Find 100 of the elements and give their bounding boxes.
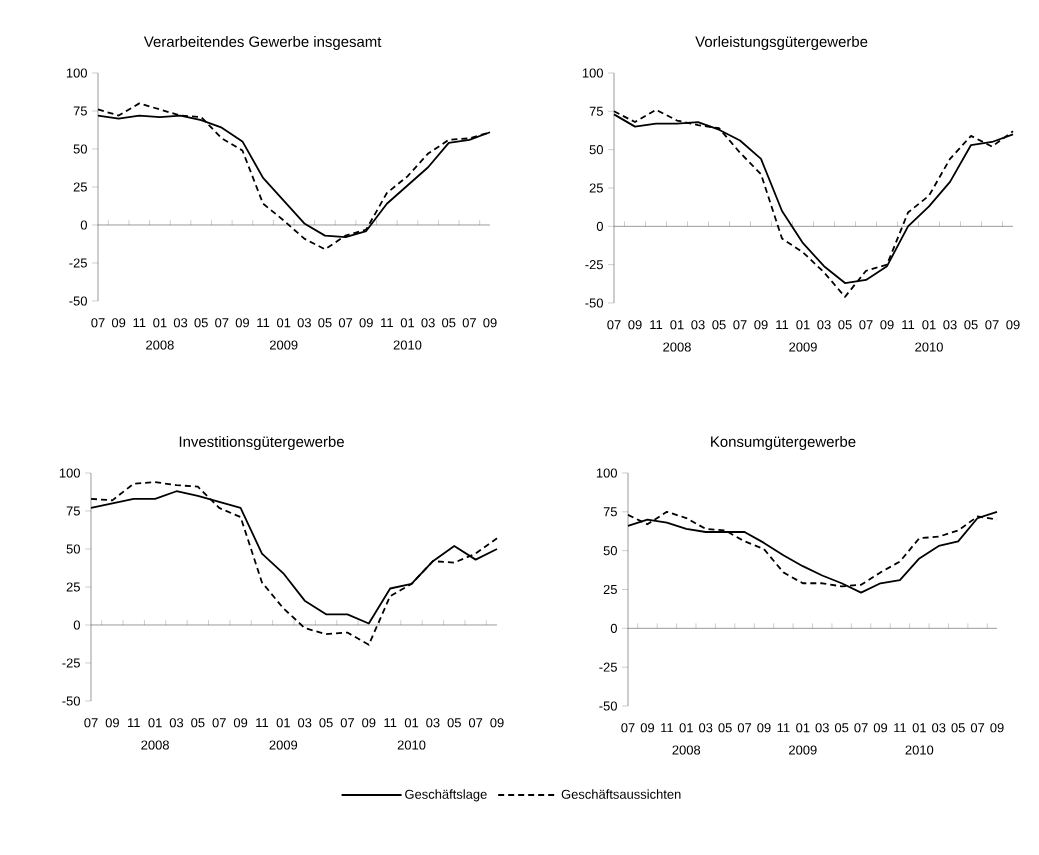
x-tick-label: 11 — [381, 318, 393, 328]
x-tick-label: 07 — [607, 320, 621, 330]
x-tick-label: 09 — [362, 718, 376, 728]
y-tick-label: 25 — [589, 183, 603, 193]
x-tick-label: 05 — [194, 318, 208, 328]
text: 2009 — [269, 340, 298, 350]
x-tick-label: 01 — [679, 723, 693, 733]
x-tick-label: 01 — [148, 718, 162, 728]
x-tick-label: 09 — [990, 723, 1004, 733]
x-tick-label: 01 — [912, 723, 926, 733]
x-tick-label: 11 — [902, 320, 915, 330]
y-tick-label: 25 — [66, 582, 80, 592]
y-tick-label: 0 — [80, 220, 87, 230]
y-tick-label: 50 — [589, 145, 603, 155]
y-tick-label: 100 — [582, 68, 603, 78]
x-tick-label: 05 — [191, 718, 205, 728]
y-tick-label: 75 — [589, 106, 603, 116]
text: 2010 — [905, 745, 934, 755]
x-tick-label: 07 — [854, 723, 868, 733]
x-tick-label: 11 — [777, 723, 790, 733]
x-tick-label: 05 — [838, 320, 852, 330]
x-tick-label: 09 — [873, 723, 888, 733]
x-tick-label: 03 — [817, 320, 831, 330]
x-tick-label: 05 — [951, 723, 965, 733]
x-tick-label: 07 — [84, 718, 98, 728]
y-tick-label: -50 — [599, 701, 617, 711]
x-tick-label: 07 — [733, 320, 747, 330]
text: 2008 — [146, 340, 174, 350]
x-tick-label: 01 — [153, 318, 167, 328]
y-tick-label: 100 — [66, 68, 87, 78]
x-tick-label: 05 — [718, 723, 732, 733]
x-tick-label: 11 — [384, 718, 397, 728]
text: 2010 — [397, 740, 426, 750]
x-tick-label: 11 — [894, 723, 906, 733]
x-tick-label: 01 — [400, 318, 415, 328]
text: 2010 — [393, 340, 422, 350]
y-tick-label: 75 — [73, 106, 87, 116]
x-tick-label: 03 — [297, 318, 311, 328]
x-tick-label: 11 — [133, 318, 146, 328]
y-tick-label: -25 — [69, 258, 87, 268]
x-tick-label: 01 — [276, 318, 291, 328]
x-tick-label: 09 — [490, 718, 504, 728]
x-tick-label: 11 — [256, 718, 269, 728]
x-tick-label: 09 — [757, 723, 771, 733]
x-tick-label: 07 — [462, 318, 476, 328]
x-tick-label: 09 — [359, 318, 373, 328]
y-tick-label: 0 — [610, 623, 617, 633]
x-tick-label: 07 — [338, 318, 353, 328]
x-tick-label: 03 — [297, 718, 312, 728]
y-tick-label: 100 — [59, 468, 80, 478]
x-tick-label: 07 — [859, 320, 873, 330]
x-tick-label: 01 — [276, 718, 290, 728]
x-tick-label: 03 — [173, 318, 188, 328]
x-tick-label: 07 — [985, 320, 999, 330]
x-tick-label: 01 — [796, 723, 810, 733]
text: 2009 — [269, 740, 298, 750]
y-tick-label: 100 — [596, 468, 617, 478]
x-tick-label: 11 — [257, 318, 270, 328]
y-tick-label: 0 — [596, 221, 603, 231]
x-tick-label: 07 — [737, 723, 752, 733]
x-tick-label: 09 — [628, 320, 642, 330]
x-tick-label: 03 — [426, 718, 440, 728]
x-tick-label: 07 — [340, 718, 354, 728]
x-tick-label: 11 — [776, 320, 789, 330]
y-tick-label: -25 — [62, 658, 80, 668]
x-tick-label: 11 — [661, 723, 673, 733]
x-tick-label: 09 — [640, 723, 655, 733]
x-tick-label: 03 — [943, 320, 957, 330]
x-tick-label: 07 — [212, 718, 226, 728]
x-tick-label: 03 — [815, 723, 829, 733]
x-tick-label: 09 — [754, 320, 768, 330]
y-tick-label: -25 — [599, 662, 617, 672]
x-tick-label: 03 — [698, 723, 713, 733]
y-tick-label: 50 — [603, 546, 617, 556]
x-tick-label: 05 — [318, 318, 332, 328]
x-tick-label: 01 — [922, 320, 936, 330]
x-tick-label: 03 — [932, 723, 946, 733]
x-tick-label: 09 — [105, 718, 119, 728]
y-tick-label: 50 — [73, 144, 87, 154]
text: 2010 — [915, 342, 943, 352]
x-tick-label: 05 — [442, 318, 456, 328]
x-tick-label: 05 — [834, 723, 849, 733]
x-tick-label: 09 — [880, 320, 894, 330]
y-tick-label: 50 — [66, 544, 80, 554]
x-tick-label: 03 — [691, 320, 705, 330]
x-tick-label: 07 — [215, 318, 229, 328]
x-tick-label: 05 — [964, 320, 978, 330]
x-tick-label: 05 — [712, 320, 726, 330]
x-tick-label: 09 — [233, 718, 248, 728]
y-tick-label: 75 — [603, 507, 617, 517]
x-tick-label: 09 — [111, 318, 126, 328]
x-tick-label: 05 — [319, 718, 333, 728]
text: 2009 — [789, 342, 817, 352]
x-tick-label: 07 — [91, 318, 105, 328]
x-tick-label: 09 — [1006, 320, 1020, 330]
x-tick-label: 05 — [447, 718, 461, 728]
y-tick-label: -50 — [585, 298, 603, 308]
chart-title: Verarbeitendes Gewerbe insgesamt — [143, 36, 382, 50]
text: 2009 — [789, 745, 817, 755]
x-tick-label: 03 — [169, 718, 184, 728]
